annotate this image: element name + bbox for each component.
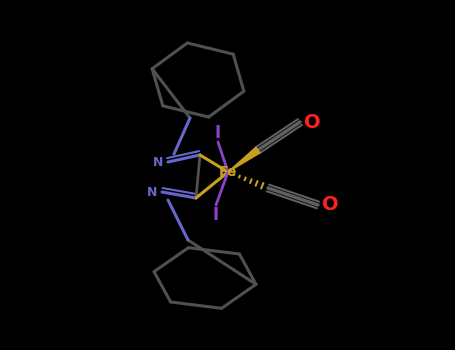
Text: N: N xyxy=(147,186,157,198)
Text: N: N xyxy=(153,155,163,168)
Text: O: O xyxy=(303,112,320,132)
Text: I: I xyxy=(213,206,219,224)
Polygon shape xyxy=(228,147,260,172)
Text: I: I xyxy=(215,124,221,142)
Text: Fe: Fe xyxy=(219,165,237,179)
Text: O: O xyxy=(322,196,339,215)
